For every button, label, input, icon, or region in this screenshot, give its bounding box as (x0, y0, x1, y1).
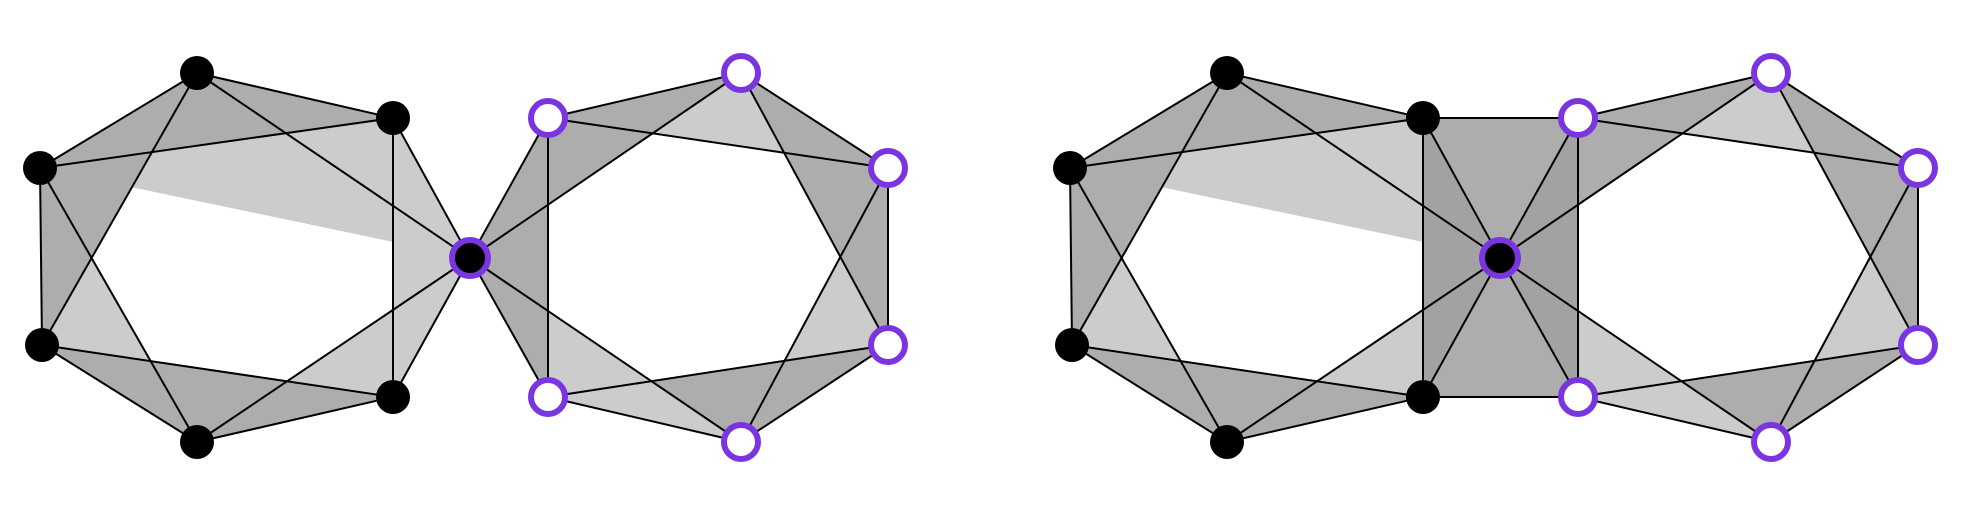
left-configuration (23, 56, 905, 459)
vertex-l2 (180, 56, 214, 90)
highlighted-vertex-r5 (531, 101, 565, 135)
edge-11 (197, 258, 470, 442)
vertex-l3 (1406, 101, 1440, 135)
vertex-l3 (376, 101, 410, 135)
vertex-l6 (25, 328, 59, 362)
edge-25 (470, 258, 741, 442)
vertex-l4 (376, 380, 410, 414)
vertex-l6 (1055, 328, 1089, 362)
vertex-l1 (1053, 151, 1087, 185)
highlighted-vertex-r3 (871, 328, 905, 362)
highlighted-vertex-r1 (1754, 56, 1788, 90)
highlighted-vertex-r1 (724, 56, 758, 90)
center-vertex (1482, 240, 1518, 276)
vertex-l5 (180, 425, 214, 459)
highlighted-vertex-r4 (1754, 425, 1788, 459)
center-vertex (452, 240, 488, 276)
vertex-l5 (1210, 425, 1244, 459)
vertex-l2 (1210, 56, 1244, 90)
highlighted-vertex-r6 (1561, 380, 1595, 414)
vertex-l4 (1406, 380, 1440, 414)
highlighted-vertex-r5 (1561, 101, 1595, 135)
right-configuration (1053, 56, 1935, 459)
highlighted-vertex-r3 (1901, 328, 1935, 362)
highlighted-vertex-r2 (871, 151, 905, 185)
highlighted-vertex-r6 (531, 380, 565, 414)
vertex-l1 (23, 151, 57, 185)
highlighted-vertex-r4 (724, 425, 758, 459)
highlighted-vertex-r2 (1901, 151, 1935, 185)
edge-24 (470, 73, 741, 258)
